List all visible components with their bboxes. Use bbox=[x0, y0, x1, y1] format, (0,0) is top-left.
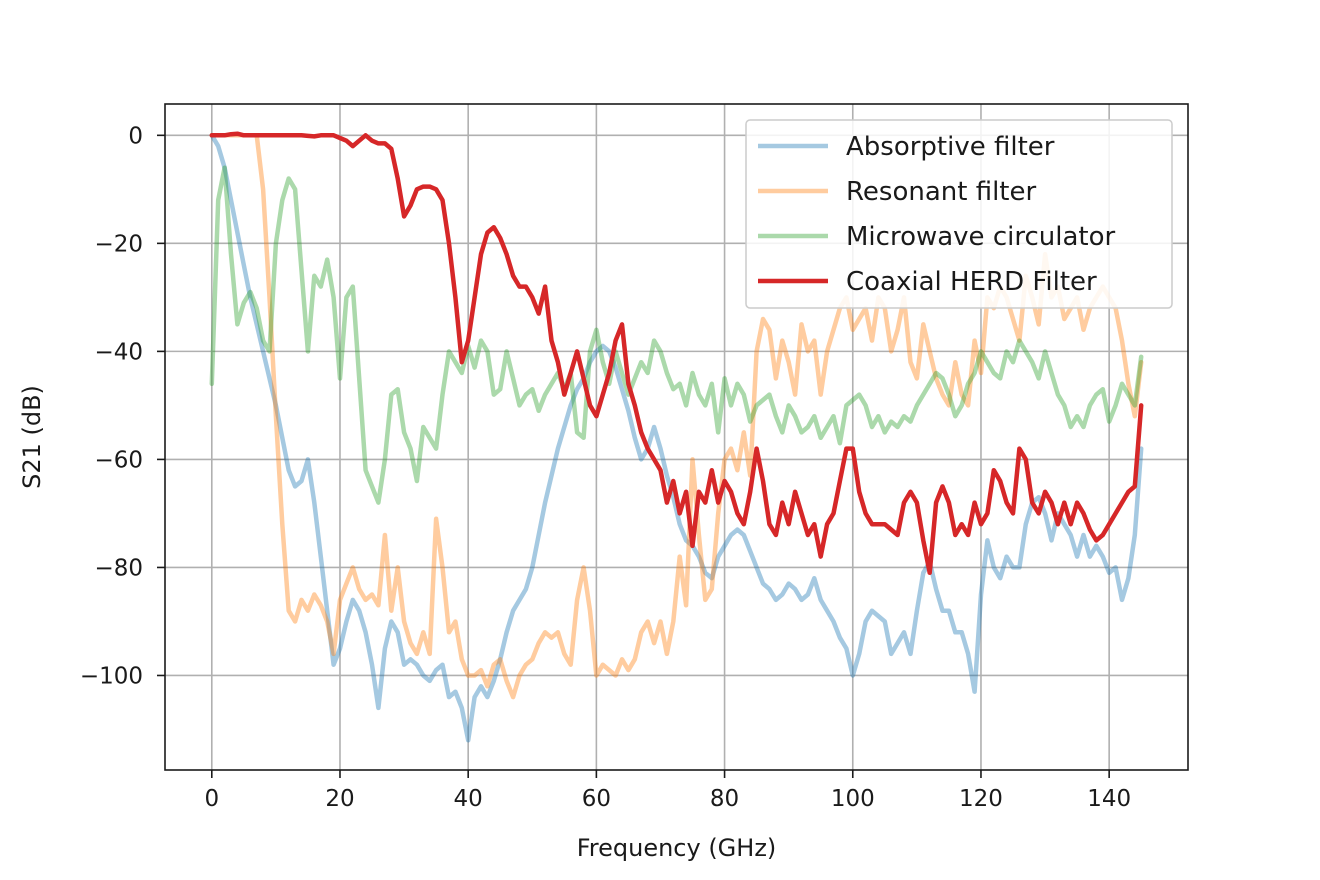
x-tick-label: 0 bbox=[204, 786, 219, 812]
legend-label-microwave-circulator: Microwave circulator bbox=[846, 222, 1115, 252]
series-line-microwave-circulator bbox=[209, 165, 1144, 505]
legend-label-coaxial-herd-filter: Coaxial HERD Filter bbox=[846, 267, 1097, 297]
legend-label-absorptive-filter: Absorptive filter bbox=[846, 132, 1055, 162]
series-line-absorptive-filter bbox=[209, 133, 1144, 743]
y-tick-label: −20 bbox=[94, 231, 143, 257]
x-tick-label: 120 bbox=[959, 786, 1003, 812]
y-tick-label: −60 bbox=[94, 447, 143, 473]
x-tick-label: 20 bbox=[325, 786, 354, 812]
y-tick-label: −100 bbox=[80, 663, 143, 689]
x-tick-label: 140 bbox=[1087, 786, 1131, 812]
legend: Absorptive filter Resonant filter Microw… bbox=[745, 119, 1173, 309]
x-tick-label: 100 bbox=[831, 786, 875, 812]
y-tick-label: −40 bbox=[94, 339, 143, 365]
series-line-coaxial-herd-filter bbox=[209, 131, 1144, 576]
legend-box bbox=[745, 119, 1173, 309]
y-tick-label: −80 bbox=[94, 555, 143, 581]
y-axis-label: S21 (dB) bbox=[18, 385, 46, 489]
x-tick-label: 80 bbox=[710, 786, 739, 812]
y-axis-ticks: 0 −20 −40 −60 −80 −100 bbox=[80, 123, 165, 689]
series-line-resonant-filter bbox=[209, 133, 1144, 700]
x-axis-ticks: 0 20 40 60 80 100 120 140 bbox=[204, 770, 1131, 812]
x-axis-label: Frequency (GHz) bbox=[577, 834, 777, 862]
series-group bbox=[209, 131, 1144, 743]
plot-frame bbox=[164, 103, 1189, 771]
x-tick-label: 60 bbox=[582, 786, 611, 812]
x-tick-label: 40 bbox=[454, 786, 483, 812]
legend-label-resonant-filter: Resonant filter bbox=[846, 177, 1036, 207]
y-tick-label: 0 bbox=[128, 123, 143, 149]
